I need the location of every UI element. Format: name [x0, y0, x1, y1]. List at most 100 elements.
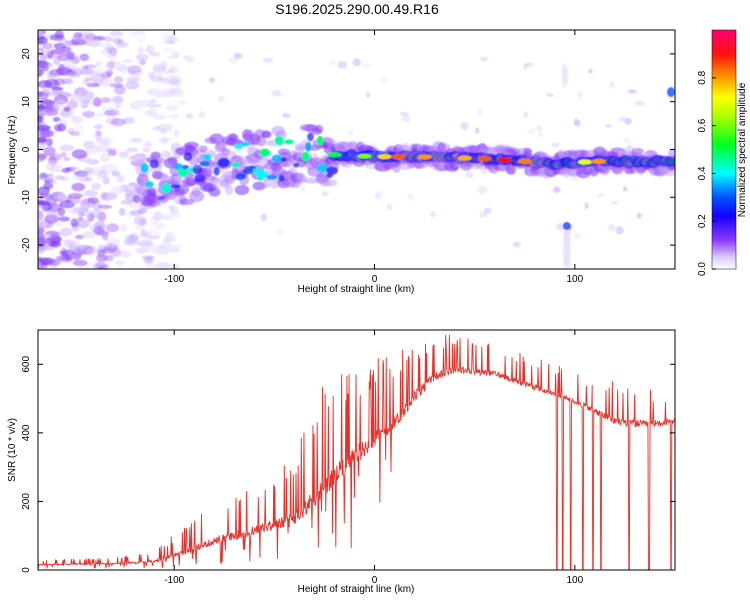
heatmap-cell: [152, 211, 163, 222]
heatmap-cell: [46, 159, 62, 167]
heatmap-cell: [144, 141, 153, 148]
heatmap-cell: [38, 104, 45, 112]
heatmap-cell: [475, 127, 480, 134]
heatmap-cell: [73, 123, 84, 133]
heatmap-cell: [591, 158, 606, 164]
heatmap-cell: [54, 175, 65, 180]
heatmap-cell: [84, 77, 92, 82]
heatmap-cell: [545, 92, 554, 97]
heatmap-cell: [664, 156, 675, 167]
heatmap-cell: [184, 113, 194, 119]
heatmap-cell: [457, 155, 472, 161]
heatmap-cell: [260, 213, 268, 221]
heatmap-cell: [160, 214, 172, 220]
snr-y-axis-label: SNR (10 * v/v): [7, 418, 18, 482]
heatmap-cell: [38, 189, 49, 196]
heatmap-cell: [99, 153, 111, 163]
heatmap-cell: [262, 131, 272, 139]
snr-frame: [37, 329, 676, 571]
heatmap-cell: [165, 104, 179, 112]
colorbar-gradient: [712, 30, 736, 269]
heatmap-cell: [38, 249, 44, 257]
heatmap-cell: [112, 95, 123, 103]
heatmap-ytick-label: -20: [21, 237, 32, 252]
heatmap-x-ticks: -100 0 100: [164, 30, 584, 285]
heatmap-cell: [227, 57, 238, 64]
heatmap-cell: [157, 136, 173, 144]
heatmap-cell: [146, 88, 161, 96]
heatmap-cell: [97, 204, 113, 209]
heatmap-cell: [386, 203, 392, 211]
heatmap-cell: [144, 181, 154, 188]
heatmap-cell: [337, 61, 347, 69]
heatmap-cell: [391, 154, 406, 160]
heatmap-cell: [85, 145, 100, 155]
heatmap-cell: [127, 65, 142, 74]
snr-ytick-label: 600: [21, 356, 32, 373]
heatmap-cell: [99, 97, 112, 103]
heatmap-cell: [58, 91, 72, 98]
heatmap-cell: [84, 209, 92, 220]
heatmap-cell: [231, 162, 241, 168]
heatmap-cell: [130, 137, 143, 143]
heatmap-cell: [278, 174, 285, 182]
heatmap-cell: [241, 141, 250, 147]
heatmap-cell: [54, 99, 67, 110]
colorbar: 0.0 0.2 0.4 0.6 0.8 Normalized spectral ampl…: [697, 29, 748, 276]
heatmap-cell: [538, 130, 544, 139]
heatmap-cell: [303, 177, 319, 184]
heatmap-cell: [163, 39, 175, 45]
heatmap-cell: [38, 68, 44, 77]
heatmap-cell: [327, 152, 342, 158]
heatmap-cell: [274, 135, 284, 146]
heatmap-cell: [571, 175, 580, 182]
heatmap-cell: [255, 135, 267, 147]
heatmap-cell: [618, 116, 629, 123]
heatmap-cell: [57, 37, 68, 46]
heatmap-cell: [42, 42, 53, 50]
heatmap-cell: [95, 112, 104, 118]
heatmap-cell: [259, 148, 270, 157]
heatmap-cell: [50, 48, 64, 55]
heatmap-cell: [160, 150, 171, 158]
heatmap-cell: [636, 212, 642, 219]
heatmap-cell: [78, 97, 86, 106]
heatmap-cell: [154, 111, 169, 119]
heatmap-cell: [109, 30, 124, 37]
heatmap-cell: [45, 173, 54, 181]
figure-title: S196.2025.290.00.49.R16: [275, 1, 439, 17]
heatmap-cell: [144, 231, 152, 239]
heatmap-cell: [57, 191, 65, 199]
heatmap-cell: [45, 210, 58, 221]
heatmap-cell: [234, 184, 250, 196]
colorbar-ticks: 0.0 0.2 0.4 0.6 0.8: [697, 70, 716, 276]
heatmap-cell: [168, 204, 175, 211]
heatmap-cell: [523, 111, 528, 118]
heatmap-cell: [666, 87, 675, 98]
heatmap-cell: [167, 244, 180, 253]
heatmap-cell: [284, 139, 294, 145]
heatmap-cell: [113, 76, 124, 84]
heatmap-cell: [460, 122, 469, 130]
heatmap-cell: [61, 167, 72, 174]
heatmap-cell: [168, 114, 180, 120]
heatmap-cell: [95, 172, 110, 181]
heatmap-cell: [166, 55, 175, 60]
heatmap-cell: [208, 77, 215, 83]
heatmap-cell: [59, 249, 75, 257]
heatmap-cell: [38, 199, 48, 204]
heatmap-cell: [610, 200, 620, 205]
heatmap-cell: [69, 131, 81, 137]
heatmap-cell: [147, 71, 156, 79]
heatmap-cell: [86, 82, 100, 88]
heatmap-cell: [480, 56, 488, 62]
heatmap-cell: [199, 161, 210, 167]
heatmap-cell: [95, 254, 108, 262]
heatmap-cell: [67, 100, 78, 110]
heatmap-cell: [374, 191, 383, 199]
snr-xtick-label: -100: [164, 575, 184, 586]
heatmap-cell: [162, 69, 172, 75]
heatmap-cell: [38, 142, 43, 147]
heatmap-cell: [536, 125, 542, 132]
